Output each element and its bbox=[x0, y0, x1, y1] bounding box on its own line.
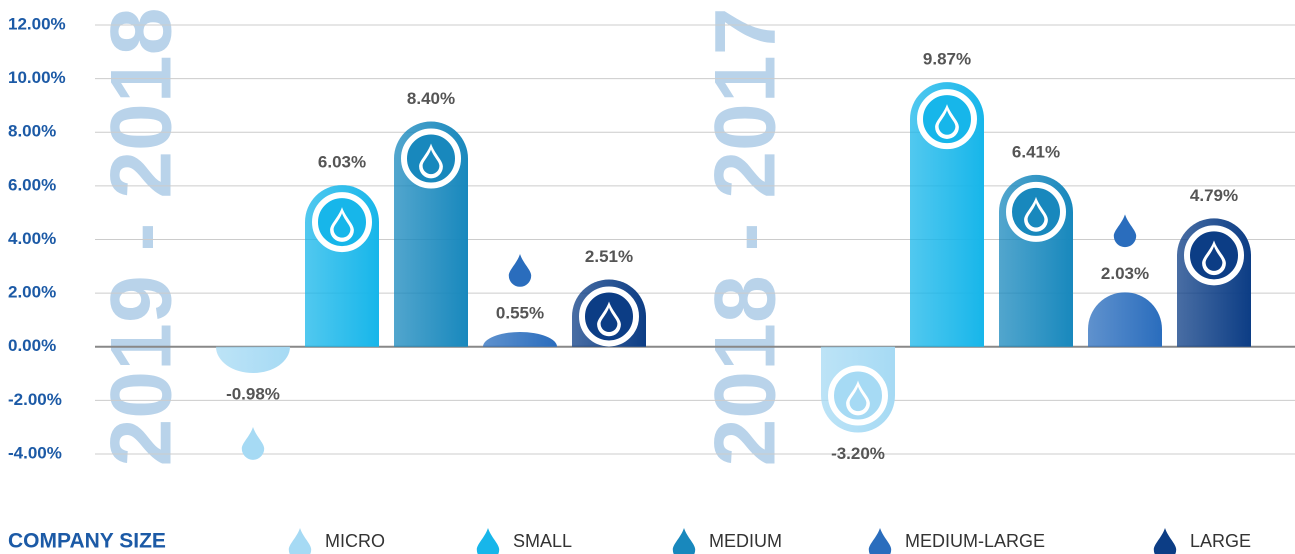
bar bbox=[216, 346, 290, 374]
value-label: 8.40% bbox=[407, 89, 455, 108]
y-tick-label: 8.00% bbox=[8, 122, 56, 141]
value-label: -3.20% bbox=[831, 444, 885, 463]
value-label: 9.87% bbox=[923, 50, 971, 69]
y-tick-label: 10.00% bbox=[8, 68, 66, 87]
bar bbox=[483, 332, 557, 347]
value-label: 0.55% bbox=[496, 303, 544, 322]
group-label: 2018 - 2017 bbox=[698, 7, 794, 466]
drop-icon bbox=[422, 149, 440, 175]
drop-icon bbox=[1113, 214, 1137, 248]
y-tick-label: 4.00% bbox=[8, 229, 56, 248]
value-label: 2.51% bbox=[585, 247, 633, 266]
legend-title: COMPANY SIZE bbox=[8, 530, 166, 553]
drop-icon bbox=[938, 110, 956, 135]
drop-icon bbox=[1027, 202, 1045, 228]
legend-icon bbox=[672, 528, 696, 554]
y-tick-label: 0.00% bbox=[8, 336, 56, 355]
drop-icon bbox=[333, 213, 351, 238]
legend-label: LARGE bbox=[1190, 531, 1251, 551]
value-label: 6.41% bbox=[1012, 142, 1060, 161]
value-label: -0.98% bbox=[226, 385, 280, 404]
value-label: 2.03% bbox=[1101, 264, 1149, 283]
drop-icon bbox=[849, 386, 867, 412]
legend-icon bbox=[868, 528, 892, 554]
legend-label: MEDIUM-LARGE bbox=[905, 531, 1045, 551]
legend-icon bbox=[476, 528, 500, 554]
value-label: 6.03% bbox=[318, 153, 366, 172]
drop-icon bbox=[600, 307, 618, 333]
value-label: 4.79% bbox=[1190, 186, 1238, 205]
legend-icon bbox=[1153, 528, 1177, 554]
drop-icon bbox=[508, 254, 532, 287]
bar bbox=[910, 82, 984, 347]
group-label: 2019 - 2018 bbox=[94, 7, 190, 466]
y-tick-label: -2.00% bbox=[8, 390, 62, 409]
drop-icon bbox=[241, 427, 265, 460]
legend-label: SMALL bbox=[513, 531, 572, 551]
y-tick-label: 12.00% bbox=[8, 14, 66, 33]
legend-label: MEDIUM bbox=[709, 531, 782, 551]
legend-label: MICRO bbox=[325, 531, 385, 551]
y-tick-label: 6.00% bbox=[8, 175, 56, 194]
legend-icon bbox=[288, 528, 312, 554]
y-tick-label: 2.00% bbox=[8, 283, 56, 302]
drop-icon bbox=[1205, 246, 1223, 271]
bar bbox=[1088, 292, 1162, 347]
y-tick-label: -4.00% bbox=[8, 443, 62, 462]
